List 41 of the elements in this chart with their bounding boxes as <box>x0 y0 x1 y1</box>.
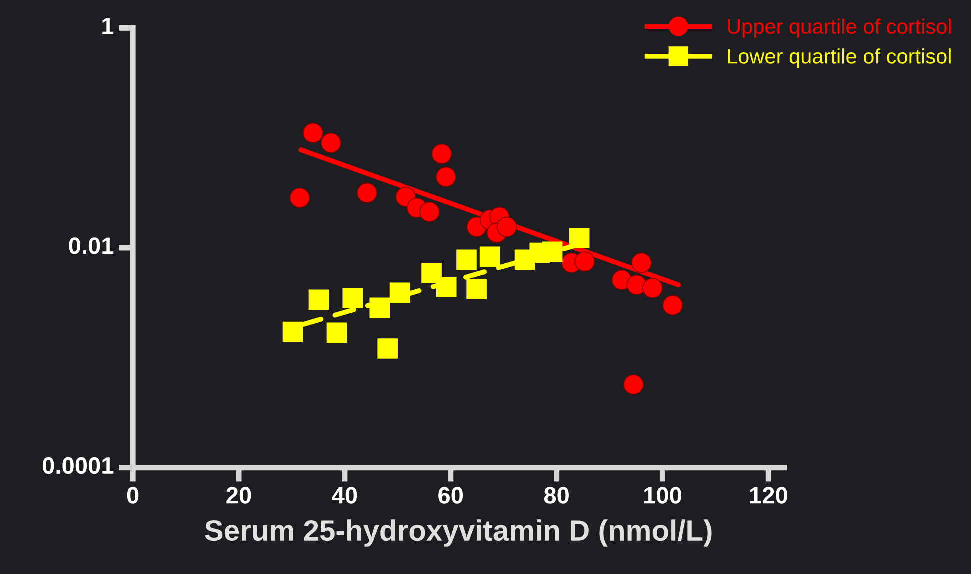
point <box>569 228 590 248</box>
point <box>302 122 324 144</box>
x-axis-title: Serum 25-hydroxyvitamin D (nmol/L) <box>205 520 712 547</box>
point <box>290 188 310 208</box>
point <box>420 202 440 222</box>
point <box>370 298 390 318</box>
point <box>623 374 644 395</box>
y-tick-label: 1 <box>102 18 114 34</box>
point <box>631 252 652 274</box>
point <box>308 290 330 310</box>
point <box>574 252 596 272</box>
point <box>626 274 647 296</box>
point <box>378 338 398 359</box>
point <box>466 279 487 300</box>
point <box>662 295 683 316</box>
point <box>436 166 456 188</box>
point <box>282 322 304 342</box>
legend-label: Lower quartile of cortisol <box>728 48 951 68</box>
x-tick-label: 0 <box>127 487 139 504</box>
point <box>342 288 363 308</box>
x-tick-label: 60 <box>438 487 464 504</box>
x-tick-label: 100 <box>644 487 682 504</box>
y-tick-label: 0.01 <box>69 238 114 254</box>
point <box>357 182 378 204</box>
point <box>436 277 457 298</box>
x-tick-label: 40 <box>332 487 358 504</box>
legend-label: Upper quartile of cortisol <box>728 18 951 38</box>
x-tick-label: 80 <box>544 487 569 504</box>
point <box>422 263 442 284</box>
x-tick-label: 20 <box>226 487 252 504</box>
point <box>496 216 518 238</box>
x-tick-label: 120 <box>750 487 788 504</box>
point <box>432 144 452 164</box>
point <box>390 282 410 304</box>
point <box>642 278 663 298</box>
point <box>542 242 563 262</box>
y-tick-label: 0.0001 <box>43 457 114 474</box>
point <box>480 246 500 268</box>
point <box>326 322 348 343</box>
point <box>320 132 342 154</box>
point <box>456 250 477 270</box>
